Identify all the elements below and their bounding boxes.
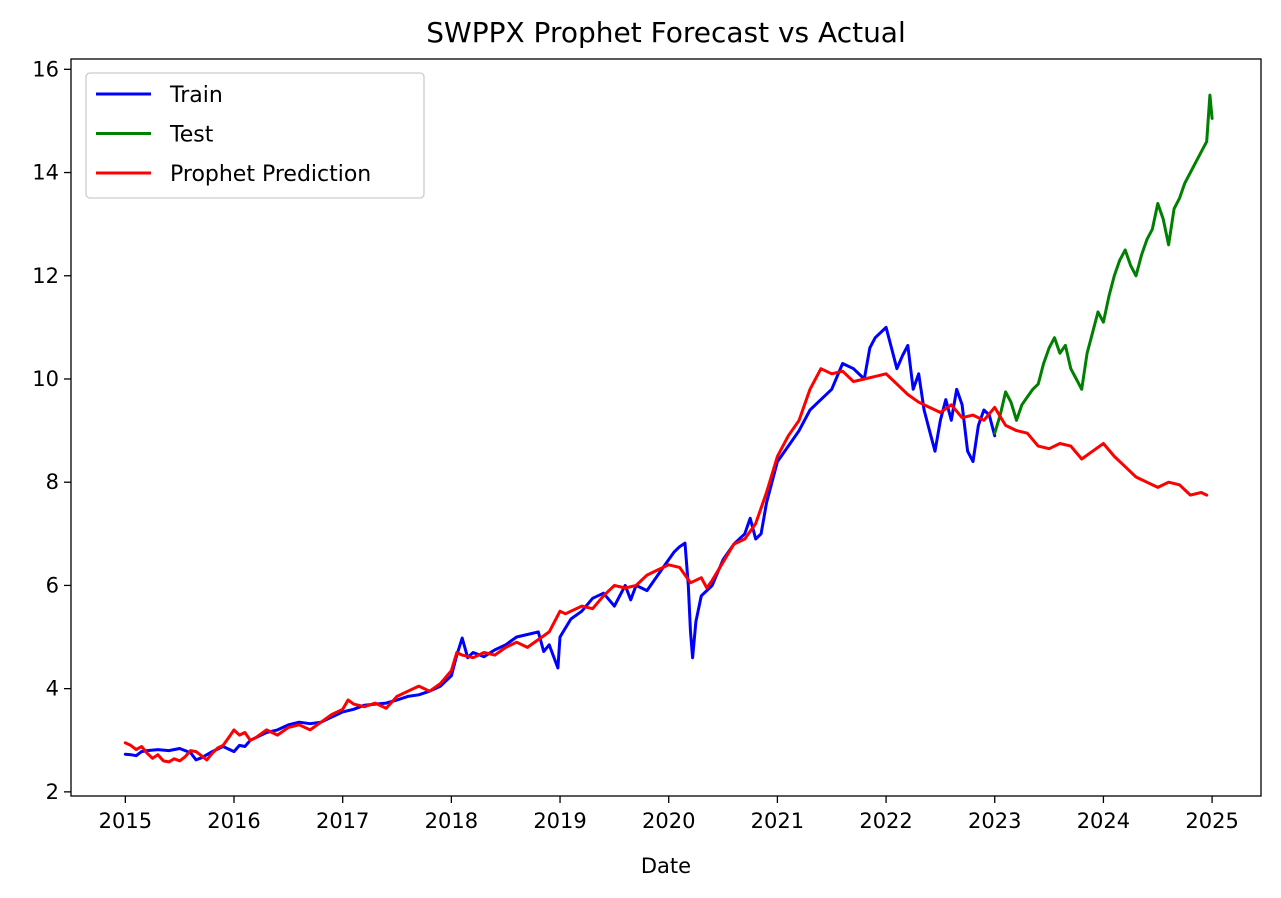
x-axis-label: Date [641, 854, 691, 878]
y-tick-label: 10 [32, 367, 59, 391]
x-tick-label: 2018 [425, 809, 478, 833]
y-axis: 2 4 6 8 10 12 14 16 [32, 57, 71, 804]
series-line-prophet-prediction [123, 367, 1209, 764]
y-tick-label: 4 [46, 677, 59, 701]
x-tick-label: 2024 [1077, 809, 1130, 833]
series-layer [123, 93, 1214, 764]
x-tick-label: 2019 [533, 809, 586, 833]
y-tick-label: 8 [46, 470, 59, 494]
x-tick-label: 2022 [859, 809, 912, 833]
x-tick-label: 2021 [751, 809, 804, 833]
series-line-test [993, 93, 1214, 435]
x-tick-label: 2017 [316, 809, 369, 833]
x-tick-label: 2016 [207, 809, 260, 833]
x-tick-label: 2015 [99, 809, 152, 833]
y-tick-label: 12 [32, 264, 59, 288]
legend-items: Train Test Prophet Prediction [96, 83, 371, 187]
chart-title: SWPPX Prophet Forecast vs Actual [426, 16, 906, 49]
plot-frame [70, 58, 1262, 797]
legend-box [85, 72, 425, 199]
legend: Train Test Prophet Prediction [85, 72, 425, 199]
legend-label: Test [169, 123, 214, 148]
x-tick-label: 2020 [642, 809, 695, 833]
x-tick-label: 2025 [1185, 809, 1238, 833]
legend-label: Prophet Prediction [170, 162, 371, 187]
legend-label: Train [169, 83, 223, 108]
y-tick-label: 14 [32, 161, 59, 185]
x-tick-label: 2023 [968, 809, 1021, 833]
x-axis: 2015 2016 2017 2018 2019 2020 2021 2022 2023 2024… [99, 796, 1239, 833]
y-tick-label: 16 [32, 57, 59, 81]
y-tick-label: 6 [46, 573, 59, 597]
y-tick-label: 2 [46, 780, 59, 804]
